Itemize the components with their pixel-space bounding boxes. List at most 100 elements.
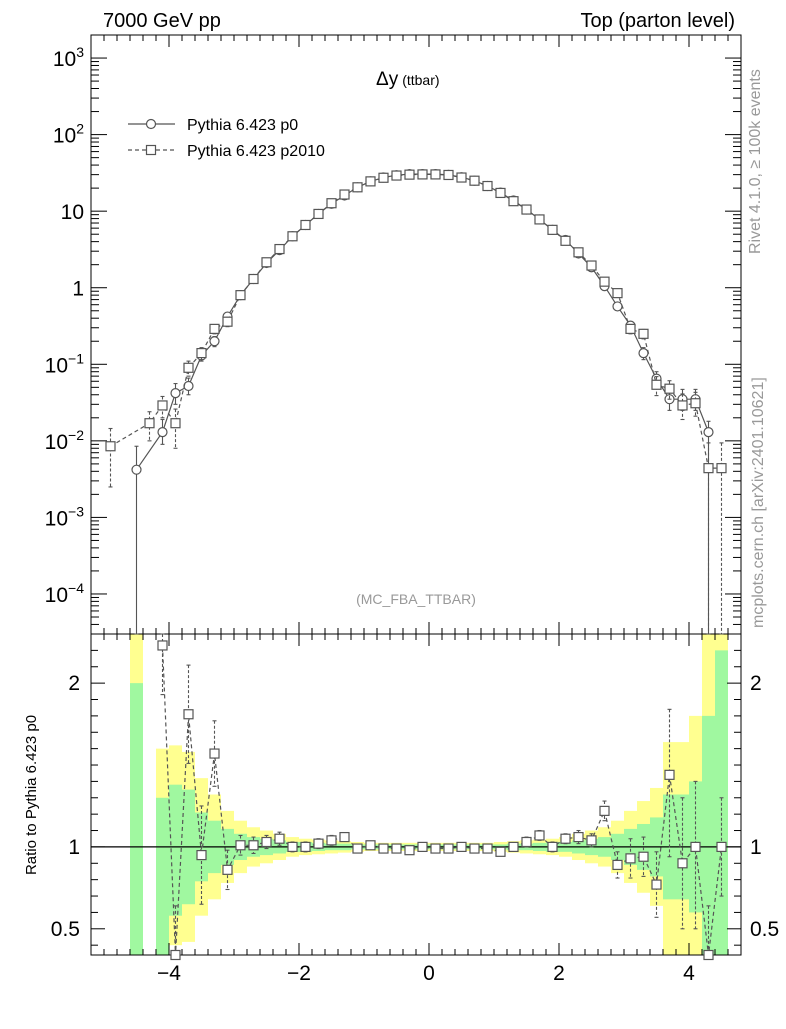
series-p2010-point xyxy=(144,418,155,429)
ratio-plot-series xyxy=(157,633,727,961)
series-p2010-point xyxy=(508,196,519,207)
ratio-series-p2010-point xyxy=(274,833,285,844)
tick-label-base: 10 xyxy=(53,48,76,71)
series-p0-point xyxy=(131,464,142,475)
series-p2010-point xyxy=(482,180,493,192)
ratio-series-p2010-line xyxy=(161,645,723,956)
legend: Pythia 6.423 p0 Pythia 6.423 p2010 xyxy=(128,117,325,160)
band-green-1 xyxy=(156,797,169,955)
series-p2010-point xyxy=(443,169,454,181)
series-p0-point xyxy=(170,388,181,399)
ratio-series-p2010-point xyxy=(209,748,220,759)
series-p0-line xyxy=(136,173,710,471)
series-p0-point xyxy=(157,427,168,438)
ratio-series-p2010-point xyxy=(469,843,480,854)
series-p2010-point xyxy=(326,198,337,209)
analysis-tag: (MC_FBA_TTBAR) xyxy=(356,591,476,607)
ratio-series-p2010-point xyxy=(534,830,545,841)
legend-label-p0: Pythia 6.423 p0 xyxy=(187,117,298,134)
series-p2010-point xyxy=(365,176,376,187)
series-p2010-point xyxy=(677,400,688,411)
series-p0-point xyxy=(209,336,220,347)
series-p2010-point xyxy=(261,257,272,268)
ratio-series-p2010-point xyxy=(430,843,441,854)
series-p2010-point xyxy=(391,170,402,181)
legend-entry-p0: Pythia 6.423 p0 xyxy=(128,117,298,134)
tick-label-exponent: −3 xyxy=(68,503,84,519)
main-y-tick-label: 10−1 xyxy=(45,350,85,377)
tick-label-base: 10 xyxy=(45,431,68,454)
ratio-series-p2010-point xyxy=(456,841,467,853)
series-p2010-point xyxy=(352,182,363,193)
tick-label-base: 10 xyxy=(53,125,76,148)
series-p2010-point xyxy=(313,208,324,220)
series-p2010-point xyxy=(170,418,181,429)
tick-label-exponent: 3 xyxy=(76,44,84,60)
ratio-series-p2010-point xyxy=(248,840,259,851)
tick-label-exponent: −2 xyxy=(68,427,84,443)
ratio-y-tick-label-left: 2 xyxy=(68,672,80,695)
series-p2010-point xyxy=(547,224,558,235)
series-p2010-point xyxy=(612,288,623,299)
series-p2010-point xyxy=(651,379,662,390)
series-p2010-point xyxy=(157,400,168,411)
series-p2010-point xyxy=(105,441,116,452)
series-p2010-point xyxy=(560,235,571,246)
series-p2010-point xyxy=(664,383,675,394)
ratio-series-p2010-point xyxy=(287,841,298,853)
ratio-series-p2010-point xyxy=(183,709,194,720)
ratio-series-p2010-point xyxy=(638,851,649,862)
main-plot-title-main: Δy xyxy=(376,69,399,90)
ratio-series-p2010-point xyxy=(586,835,597,846)
band-green-0 xyxy=(130,683,143,955)
ratio-series-p2010-group xyxy=(157,633,727,961)
series-p2010-line xyxy=(110,173,722,469)
tick-label-base: 10 xyxy=(45,354,68,377)
ratio-uncertainty-bands xyxy=(130,634,728,955)
ratio-series-p2010-point xyxy=(261,836,272,848)
main-y-tick-label: 10−4 xyxy=(45,580,85,607)
legend-entry-p2010: Pythia 6.423 p2010 xyxy=(128,143,325,160)
series-p2010-point xyxy=(196,348,207,359)
ratio-series-p2010-point xyxy=(521,836,532,848)
ratio-series-p2010-point xyxy=(612,859,623,871)
ratio-series-p2010-point xyxy=(352,843,363,854)
band-green-34 xyxy=(702,715,715,955)
ratio-series-p2010-point xyxy=(690,841,701,853)
rivet-version-label: Rivet 4.1.0, ≥ 100k events xyxy=(747,69,764,254)
main-y-tick-label: 10−2 xyxy=(45,427,85,454)
ratio-y-tick-label-right: 0.5 xyxy=(750,918,779,941)
ratio-series-p2010-point xyxy=(157,640,168,651)
series-p2010-point xyxy=(456,172,467,183)
ratio-y-tick-label-left: 1 xyxy=(68,836,80,859)
ratio-series-p2010-point xyxy=(404,845,415,856)
band-green-35 xyxy=(715,650,728,955)
ratio-series-p2010-point xyxy=(664,769,675,780)
x-tick-label: 0 xyxy=(423,962,435,985)
main-y-tick-label: 103 xyxy=(53,44,84,71)
ratio-axis-ticks: 2 2 1 1 0.5 0.5 xyxy=(51,633,779,946)
legend-label-p2010: Pythia 6.423 p2010 xyxy=(187,143,325,160)
series-p2010-point xyxy=(534,214,545,225)
series-p2010-group xyxy=(105,169,727,635)
x-tick-label: −2 xyxy=(287,962,311,985)
series-p2010-point xyxy=(495,187,506,199)
ratio-series-p2010-point xyxy=(560,833,571,844)
ratio-series-p2010-point xyxy=(573,831,584,843)
ratio-y-tick-label-right: 1 xyxy=(750,836,762,859)
series-p2010-point xyxy=(209,323,220,334)
series-p2010-point xyxy=(235,290,246,301)
ratio-y-tick-label-right: 2 xyxy=(750,672,762,695)
ratio-series-p2010-point xyxy=(313,838,324,849)
ratio-series-p2010-point xyxy=(378,843,389,854)
tick-label-base: 10 xyxy=(45,584,68,607)
ratio-series-p2010-point xyxy=(326,835,337,846)
series-p2010-point xyxy=(521,204,532,215)
series-p2010-point xyxy=(586,260,597,271)
tick-label-exponent: 2 xyxy=(76,121,84,137)
ratio-series-p2010-point xyxy=(443,843,454,854)
ratio-series-p2010-point xyxy=(625,853,636,864)
ratio-series-p2010-point xyxy=(547,841,558,853)
